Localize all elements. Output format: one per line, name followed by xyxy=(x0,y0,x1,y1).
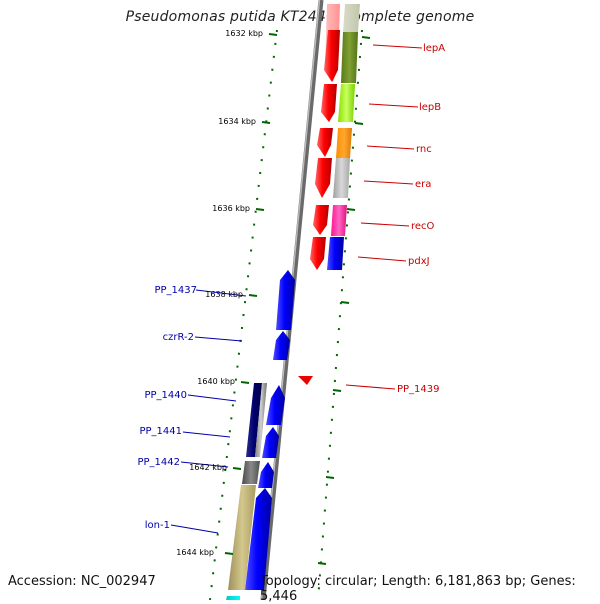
cog-segment xyxy=(338,84,355,122)
cog-segment xyxy=(226,596,240,600)
cog-segment xyxy=(246,383,262,457)
tick-label: 1638 kbp xyxy=(205,290,243,299)
cog-segment xyxy=(336,128,352,158)
cds-arrow xyxy=(317,128,333,157)
cog-segment xyxy=(331,205,347,236)
cds-arrow xyxy=(310,237,326,270)
leader-lines-left xyxy=(170,289,247,534)
gene-label-lon-1[interactable]: lon-1 xyxy=(145,520,170,531)
cog-segment xyxy=(333,158,350,198)
tick-label: 1642 kbp xyxy=(189,463,227,472)
cds-arrow xyxy=(324,30,340,82)
accession-text: Accession: NC_002947 xyxy=(8,574,156,589)
cds-arrow xyxy=(266,385,285,425)
gene-label-PP_1437[interactable]: PP_1437 xyxy=(154,285,197,296)
cds-arrow xyxy=(273,331,290,360)
cds-arrow xyxy=(321,84,337,122)
tick-label: 1632 kbp xyxy=(225,29,263,38)
tick-label: 1644 kbp xyxy=(176,548,214,557)
gene-label-lepB[interactable]: lepB xyxy=(419,102,441,113)
gene-label-pdxJ[interactable]: pdxJ xyxy=(408,256,430,267)
cog-segment xyxy=(341,32,358,83)
tick-label: 1640 kbp xyxy=(197,377,235,386)
cog-segment xyxy=(242,461,260,484)
cds-arrow xyxy=(313,205,329,235)
gene-label-PP_1441[interactable]: PP_1441 xyxy=(139,426,182,437)
gene-label-PP_1440[interactable]: PP_1440 xyxy=(144,390,187,401)
cog-segment xyxy=(228,485,256,590)
cog-segment xyxy=(343,4,360,32)
cog-segment xyxy=(255,383,267,457)
tick-label: 1634 kbp xyxy=(218,117,256,126)
gene-label-PP_1442[interactable]: PP_1442 xyxy=(137,457,180,468)
cds-arrow xyxy=(276,270,295,330)
gene-label-recO[interactable]: recO xyxy=(411,221,435,232)
gene-label-era[interactable]: era xyxy=(415,179,431,190)
cds-arrow xyxy=(258,462,274,488)
gene-label-lepA[interactable]: lepA xyxy=(423,43,445,54)
gene-label-czrR-2[interactable]: czrR-2 xyxy=(163,332,194,343)
cds-arrow xyxy=(262,427,279,458)
guide-arc-inner xyxy=(209,29,278,600)
gene-label-PP_1439[interactable]: PP_1439 xyxy=(397,384,440,395)
gene-label-rnc[interactable]: rnc xyxy=(416,144,432,155)
cds-arrow xyxy=(245,488,272,590)
cds-arrow xyxy=(298,376,313,385)
cds-arrow xyxy=(315,158,332,198)
map-title: Pseudomonas putida KT2440, complete geno… xyxy=(125,9,475,25)
tick-label: 1636 kbp xyxy=(212,204,250,213)
tick-marks xyxy=(224,33,371,565)
cog-segment xyxy=(327,237,344,270)
leader-lines-right xyxy=(345,44,423,390)
